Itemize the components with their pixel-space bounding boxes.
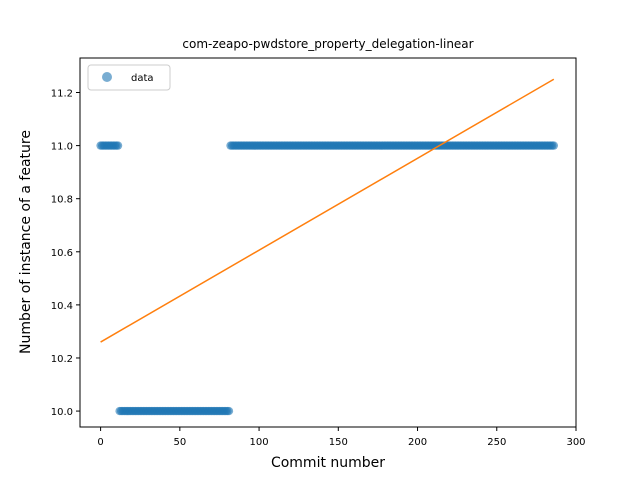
data-points — [96, 141, 559, 416]
data-point — [113, 141, 123, 150]
y-tick-label: 10.6 — [51, 248, 73, 259]
axes-frame — [79, 57, 577, 428]
x-tick-label: 300 — [566, 437, 585, 448]
y-tick-label: 10.2 — [51, 354, 73, 365]
chart-title: com-zeapo-pwdstore_property_delegation-l… — [182, 37, 473, 51]
fit-line — [100, 78, 555, 343]
y-axis-label: Number of instance of a feature — [18, 130, 34, 354]
axes-background — [80, 58, 576, 427]
plot-area — [80, 58, 576, 427]
y-tick-label: 10.8 — [51, 195, 73, 206]
data-point — [549, 141, 559, 150]
y-tick-label: 11.0 — [51, 142, 73, 153]
legend-marker-data — [102, 72, 112, 82]
y-axis: 10.0 10.2 10.4 10.6 10.8 11.0 11.2 — [51, 89, 80, 418]
y-tick-label: 10.0 — [51, 407, 73, 418]
fit-line-layer — [100, 78, 555, 343]
x-tick-label: 200 — [408, 437, 427, 448]
legend: data — [87, 64, 171, 91]
x-axis-label: Commit number — [271, 455, 385, 471]
y-tick-label: 11.2 — [51, 89, 73, 100]
x-tick-label: 100 — [250, 437, 269, 448]
legend-box — [87, 64, 171, 91]
x-axis: 0 50 100 150 200 250 300 — [97, 427, 586, 448]
x-tick-label: 50 — [173, 437, 186, 448]
x-tick-label: 150 — [329, 437, 348, 448]
y-tick-label: 10.4 — [51, 301, 73, 312]
x-tick-label: 250 — [487, 437, 506, 448]
x-tick-label: 0 — [97, 437, 103, 448]
legend-label-data: data — [131, 73, 154, 84]
data-point — [224, 406, 234, 416]
